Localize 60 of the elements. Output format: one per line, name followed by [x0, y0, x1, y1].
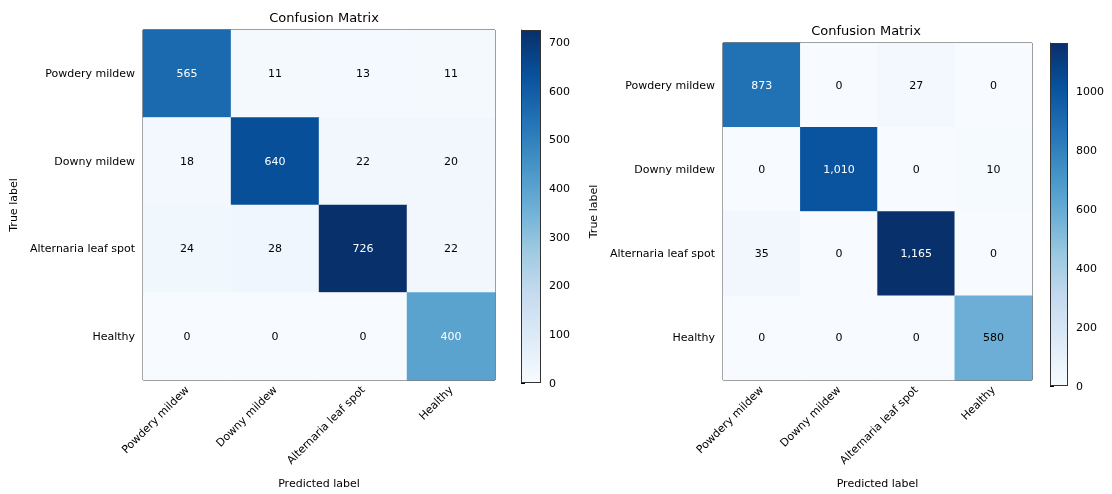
color-bar-label: 500 [549, 133, 570, 147]
x-axis-title: Predicted label [836, 477, 919, 490]
data-label: 35 [754, 247, 769, 261]
data-label: 11 [444, 67, 459, 81]
data-label: 0 [912, 331, 920, 345]
data-label: 873 [751, 78, 773, 92]
data-label: 20 [444, 154, 459, 168]
data-label: 28 [268, 242, 283, 256]
y-tick-label: Healthy [672, 331, 716, 345]
chart-title: Confusion Matrix [811, 23, 922, 38]
color-bar-label: 300 [549, 230, 570, 244]
data-label: 0 [835, 331, 843, 345]
data-label: 640 [264, 154, 286, 168]
color-bar-label: 600 [549, 84, 570, 98]
data-label: 0 [183, 329, 191, 343]
data-label: 0 [835, 247, 843, 261]
y-tick-label: Powdery mildew [45, 67, 136, 81]
data-label: 27 [909, 78, 924, 92]
data-label: 0 [271, 329, 279, 343]
data-label: 13 [356, 67, 371, 81]
color-bar-label: 800 [1076, 143, 1097, 157]
data-label: 0 [758, 162, 766, 176]
y-tick-label: Powdery mildew [625, 78, 716, 92]
data-label: 0 [359, 329, 367, 343]
data-label: 11 [268, 67, 283, 81]
color-bar-label: 400 [549, 182, 570, 196]
data-label: 565 [176, 67, 198, 81]
color-bar-label: 0 [549, 376, 556, 390]
y-tick-label: Alternaria leaf spot [609, 247, 716, 261]
y-tick-label: Downy mildew [634, 162, 716, 176]
data-label: 580 [982, 331, 1004, 345]
y-axis-title: True label [7, 178, 20, 233]
color-bar-label: 200 [549, 279, 570, 293]
data-label: 0 [835, 78, 843, 92]
color-bar-label: 100 [549, 327, 570, 341]
data-label: 22 [356, 154, 371, 168]
y-tick-label: Downy mildew [54, 154, 136, 168]
color-bar-label: 0 [1076, 379, 1083, 393]
x-axis-title: Predicted label [278, 477, 360, 490]
data-label: 10 [986, 162, 1001, 176]
data-label: 0 [912, 162, 920, 176]
color-bar-label: 600 [1076, 202, 1097, 216]
y-tick-label: Alternaria leaf spot [29, 242, 136, 256]
data-label: 400 [440, 329, 462, 343]
data-label: 18 [180, 154, 195, 168]
color-bar-label: 700 [549, 36, 570, 50]
data-label: 0 [989, 78, 997, 92]
data-label: 1,010 [823, 162, 855, 176]
color-bar-label: 1000 [1076, 85, 1104, 99]
chart-title: Confusion Matrix [269, 10, 380, 25]
data-label: 0 [758, 331, 766, 345]
data-label: 0 [989, 247, 997, 261]
y-tick-label: Healthy [92, 329, 136, 343]
data-label: 22 [444, 242, 459, 256]
y-axis-title: True label [587, 184, 600, 240]
data-label: 24 [180, 242, 195, 256]
data-label: 726 [352, 242, 374, 256]
color-bar-label: 400 [1076, 261, 1097, 275]
color-bar-label: 200 [1076, 320, 1097, 334]
data-label: 1,165 [900, 247, 932, 261]
